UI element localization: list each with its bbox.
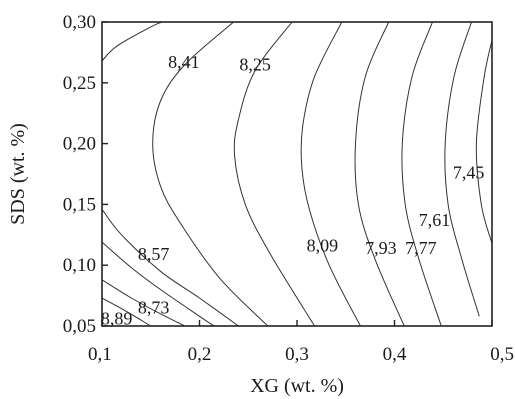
contour-value-label: 8,73	[138, 298, 170, 318]
contour-line-8	[475, 40, 492, 244]
contour-line-6	[401, 22, 442, 326]
y-axis-title: SDS (wt. %)	[7, 123, 29, 225]
contour-line-3	[233, 22, 315, 326]
contour-line-5	[354, 22, 405, 326]
y-tick-label: 0,10	[63, 255, 96, 276]
x-tick-label: 0,2	[188, 344, 212, 365]
contour-line-9	[102, 208, 239, 326]
contour-lines	[102, 22, 492, 326]
contour-value-label: 7,77	[405, 238, 437, 258]
contour-value-label: 8,25	[239, 54, 271, 74]
x-tick-label: 0,5	[490, 344, 514, 365]
y-tick-label: 0,25	[63, 73, 96, 94]
contour-labels: 8,41 8,25 8,57 8,738,89 8,09 7,93 7,77 7,61 7,45	[101, 52, 484, 329]
contour-value-label: 8,89	[101, 308, 133, 328]
x-tick-label: 0,3	[285, 344, 309, 365]
contour-line-4	[300, 22, 361, 326]
contour-line-12	[102, 297, 152, 326]
x-tick-label: 0,4	[383, 344, 407, 365]
y-tick-label: 0,05	[63, 316, 96, 337]
axis-ticks: 0,1 0,2 0,3 0,4 0,5 0,05 0,10 0,15 0,20 0,25 0,30	[63, 12, 514, 365]
contour-value-label: 8,57	[138, 244, 170, 264]
plot-frame	[101, 21, 493, 327]
contour-value-label: 7,45	[453, 163, 485, 183]
y-tick-label: 0,15	[63, 194, 96, 215]
contour-value-label: 7,61	[419, 210, 451, 230]
y-tick-label: 0,20	[63, 134, 96, 155]
contour-value-label: 8,41	[168, 52, 200, 72]
contour-line-2	[152, 22, 269, 326]
contour-line-11	[102, 279, 186, 326]
contour-line-1	[102, 22, 163, 62]
contour-line-7	[444, 22, 480, 317]
contour-line-10	[102, 241, 215, 326]
contour-value-label: 7,93	[365, 238, 397, 258]
x-tick-label: 0,1	[88, 344, 112, 365]
x-axis-title: XG (wt. %)	[250, 375, 344, 397]
y-tick-label: 0,30	[63, 12, 96, 33]
contour-value-label: 8,09	[307, 236, 339, 256]
